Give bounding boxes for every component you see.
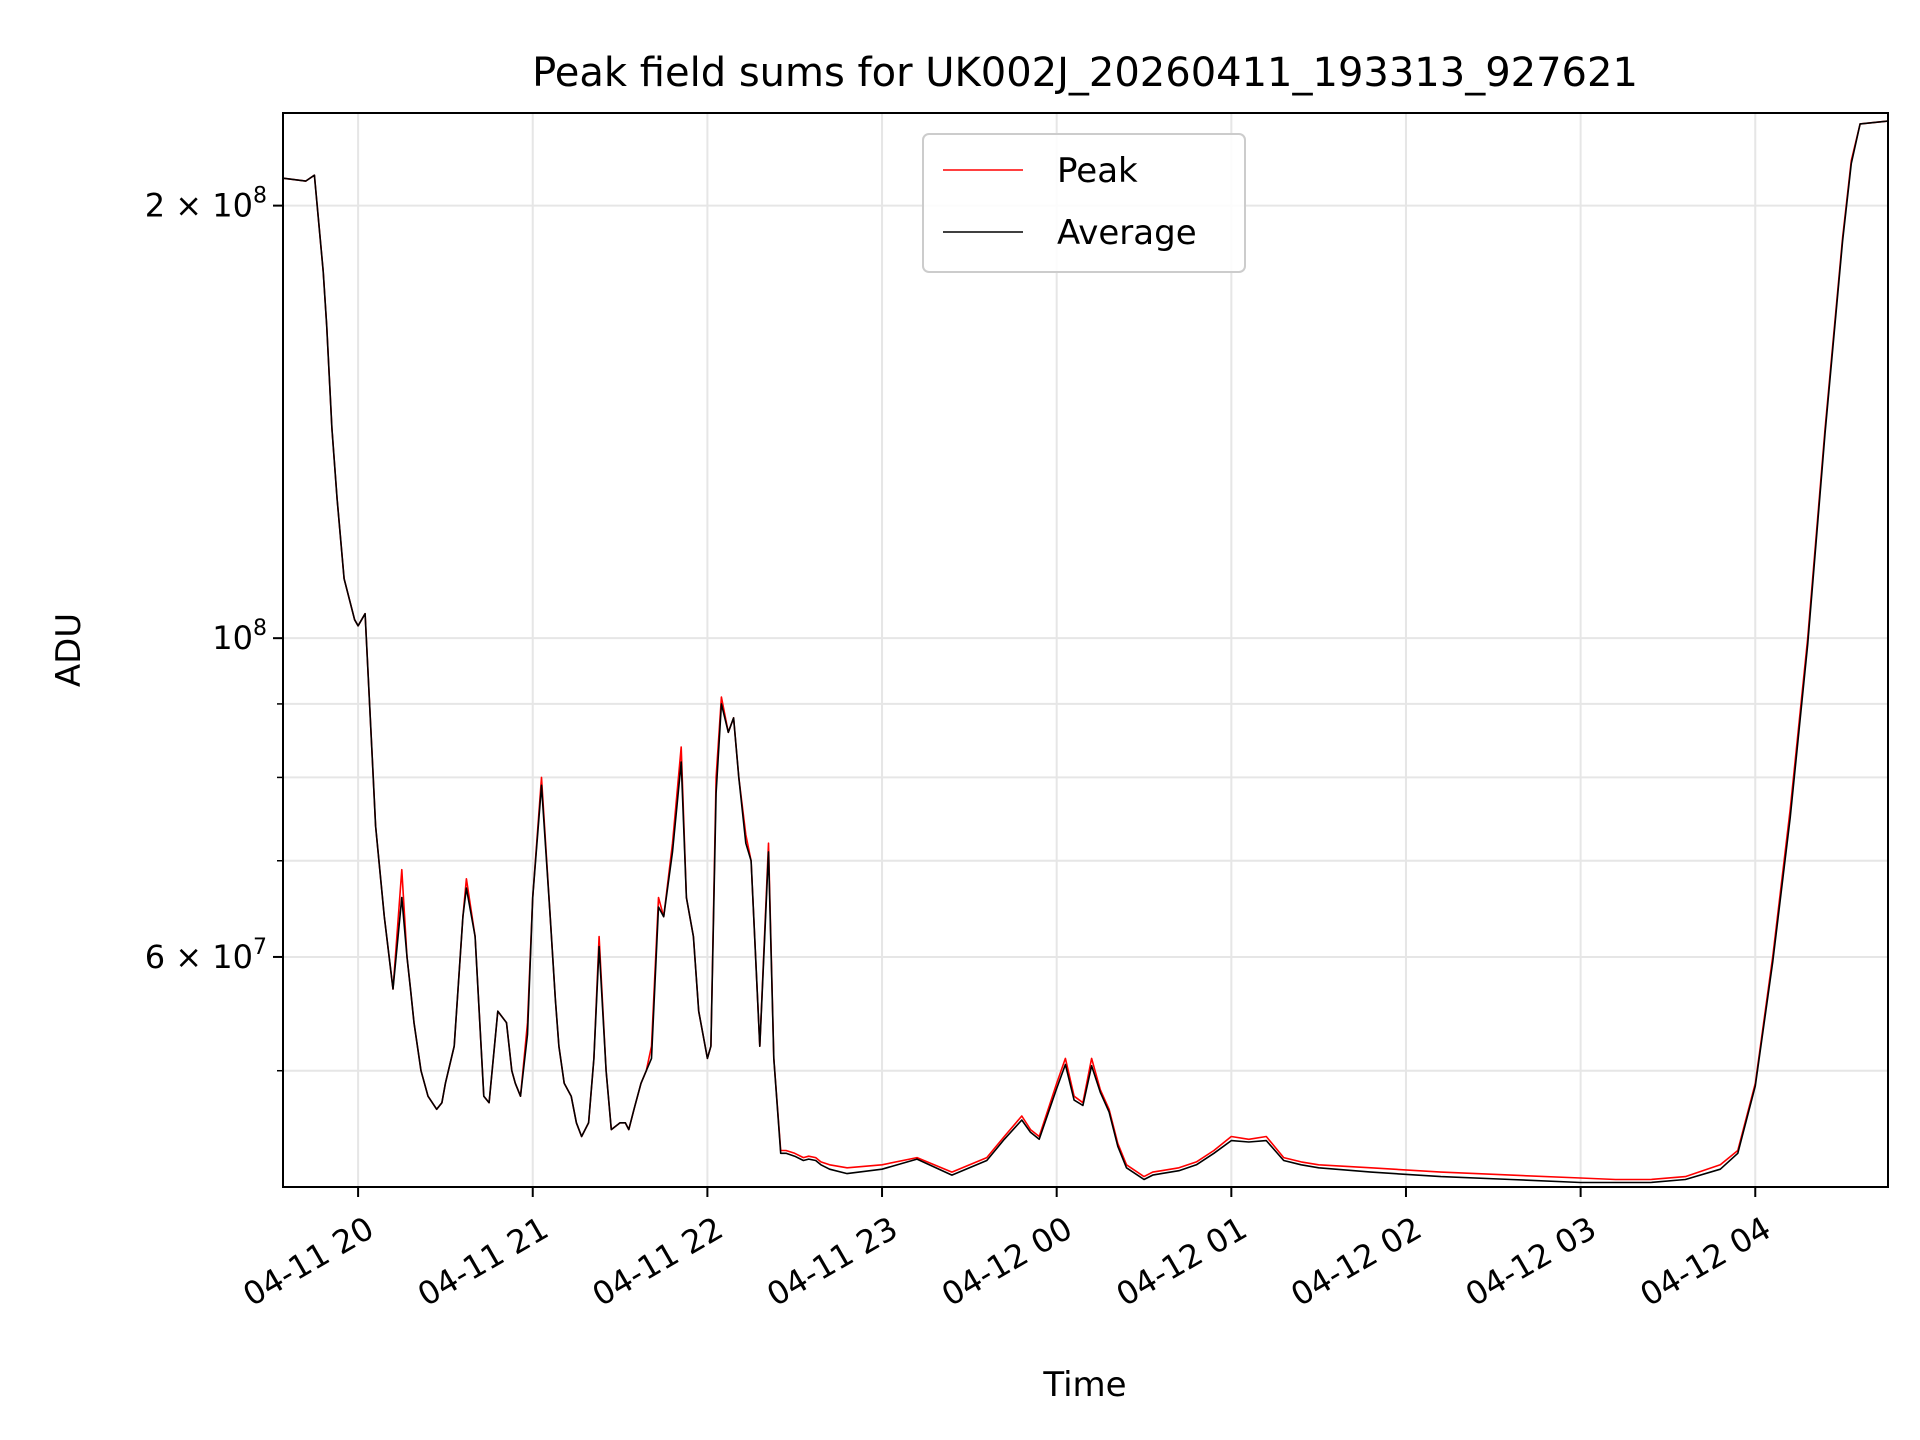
grid-lines <box>283 113 1888 1187</box>
x-axis-label: Time <box>1042 1365 1126 1405</box>
legend-box <box>922 133 1246 273</box>
y-tick-label: 2 × 108 <box>145 184 267 225</box>
y-axis-label: ADU <box>49 613 89 687</box>
plot-frame <box>282 112 1889 1188</box>
chart-title: Peak field sums for UK002J_20260411_1933… <box>532 50 1638 96</box>
series-line-average <box>283 120 1888 1184</box>
series-layer <box>283 120 1888 1184</box>
legend-label-peak: Peak <box>1057 151 1138 191</box>
y-axis: 6 × 107 108 2 × 108 <box>145 184 283 1072</box>
y-tick-label: 6 × 107 <box>145 935 267 976</box>
y-tick-label: 108 <box>212 616 267 657</box>
legend: Peak Average <box>922 133 1246 273</box>
legend-label-average: Average <box>1057 213 1197 253</box>
